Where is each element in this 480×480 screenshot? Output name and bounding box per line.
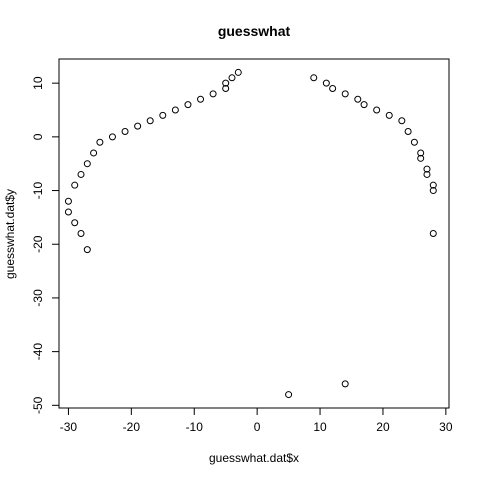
data-point <box>64 197 72 205</box>
data-point <box>209 90 217 98</box>
data-point <box>310 74 318 82</box>
data-point <box>341 380 349 388</box>
x-tick-label: 20 <box>376 420 390 434</box>
y-axis-label: guesswhat.dat$y <box>3 189 17 279</box>
data-point <box>71 181 79 189</box>
data-point <box>429 181 437 189</box>
x-tick-label: 30 <box>439 420 453 434</box>
data-point <box>77 170 85 178</box>
x-tick-label: 10 <box>313 420 327 434</box>
data-point <box>184 101 192 109</box>
data-point <box>121 127 129 135</box>
x-tick-label: -20 <box>123 420 141 434</box>
x-tick-label: 0 <box>254 420 261 434</box>
data-point <box>410 138 418 146</box>
data-point <box>197 95 205 103</box>
data-point <box>329 85 337 93</box>
chart-title: guesswhat <box>218 23 291 39</box>
data-point <box>404 127 412 135</box>
data-point <box>234 68 242 76</box>
x-tick-label: -10 <box>186 420 204 434</box>
y-tick-label: -40 <box>31 343 45 361</box>
data-point <box>83 160 91 168</box>
data-point <box>373 106 381 114</box>
y-tick-label: -50 <box>31 396 45 414</box>
data-point <box>423 165 431 173</box>
data-point <box>322 79 330 87</box>
data-point <box>417 149 425 157</box>
data-point <box>146 117 154 125</box>
data-point <box>222 79 230 87</box>
y-tick-label: -10 <box>31 182 45 200</box>
y-tick-label: 10 <box>31 76 45 90</box>
data-point <box>222 85 230 93</box>
data-point <box>354 95 362 103</box>
y-tick-label: -20 <box>31 235 45 253</box>
data-point <box>228 74 236 82</box>
data-point <box>417 154 425 162</box>
x-axis: -30 -20 -10 0 10 20 30 <box>60 407 453 434</box>
data-point <box>423 170 431 178</box>
data-point <box>83 246 91 254</box>
y-tick-label: 0 <box>31 133 45 140</box>
data-point <box>385 111 393 119</box>
data-point <box>398 117 406 125</box>
data-point <box>134 122 142 130</box>
data-point <box>171 106 179 114</box>
data-point <box>71 219 79 227</box>
y-axis: -50 -40 -30 -20 -10 0 10 <box>31 76 60 414</box>
data-point <box>64 208 72 216</box>
data-point <box>360 101 368 109</box>
plot-frame <box>58 58 450 409</box>
x-tick-label: -30 <box>60 420 78 434</box>
data-point <box>96 138 104 146</box>
data-point <box>159 111 167 119</box>
data-point <box>341 90 349 98</box>
x-axis-label: guesswhat.dat$x <box>209 451 299 465</box>
data-point <box>429 230 437 237</box>
data-points <box>64 68 437 399</box>
data-point <box>77 230 85 237</box>
data-point <box>90 149 98 157</box>
data-point <box>429 187 437 195</box>
data-point <box>108 133 116 141</box>
y-tick-label: -30 <box>31 289 45 307</box>
data-point <box>285 391 293 399</box>
